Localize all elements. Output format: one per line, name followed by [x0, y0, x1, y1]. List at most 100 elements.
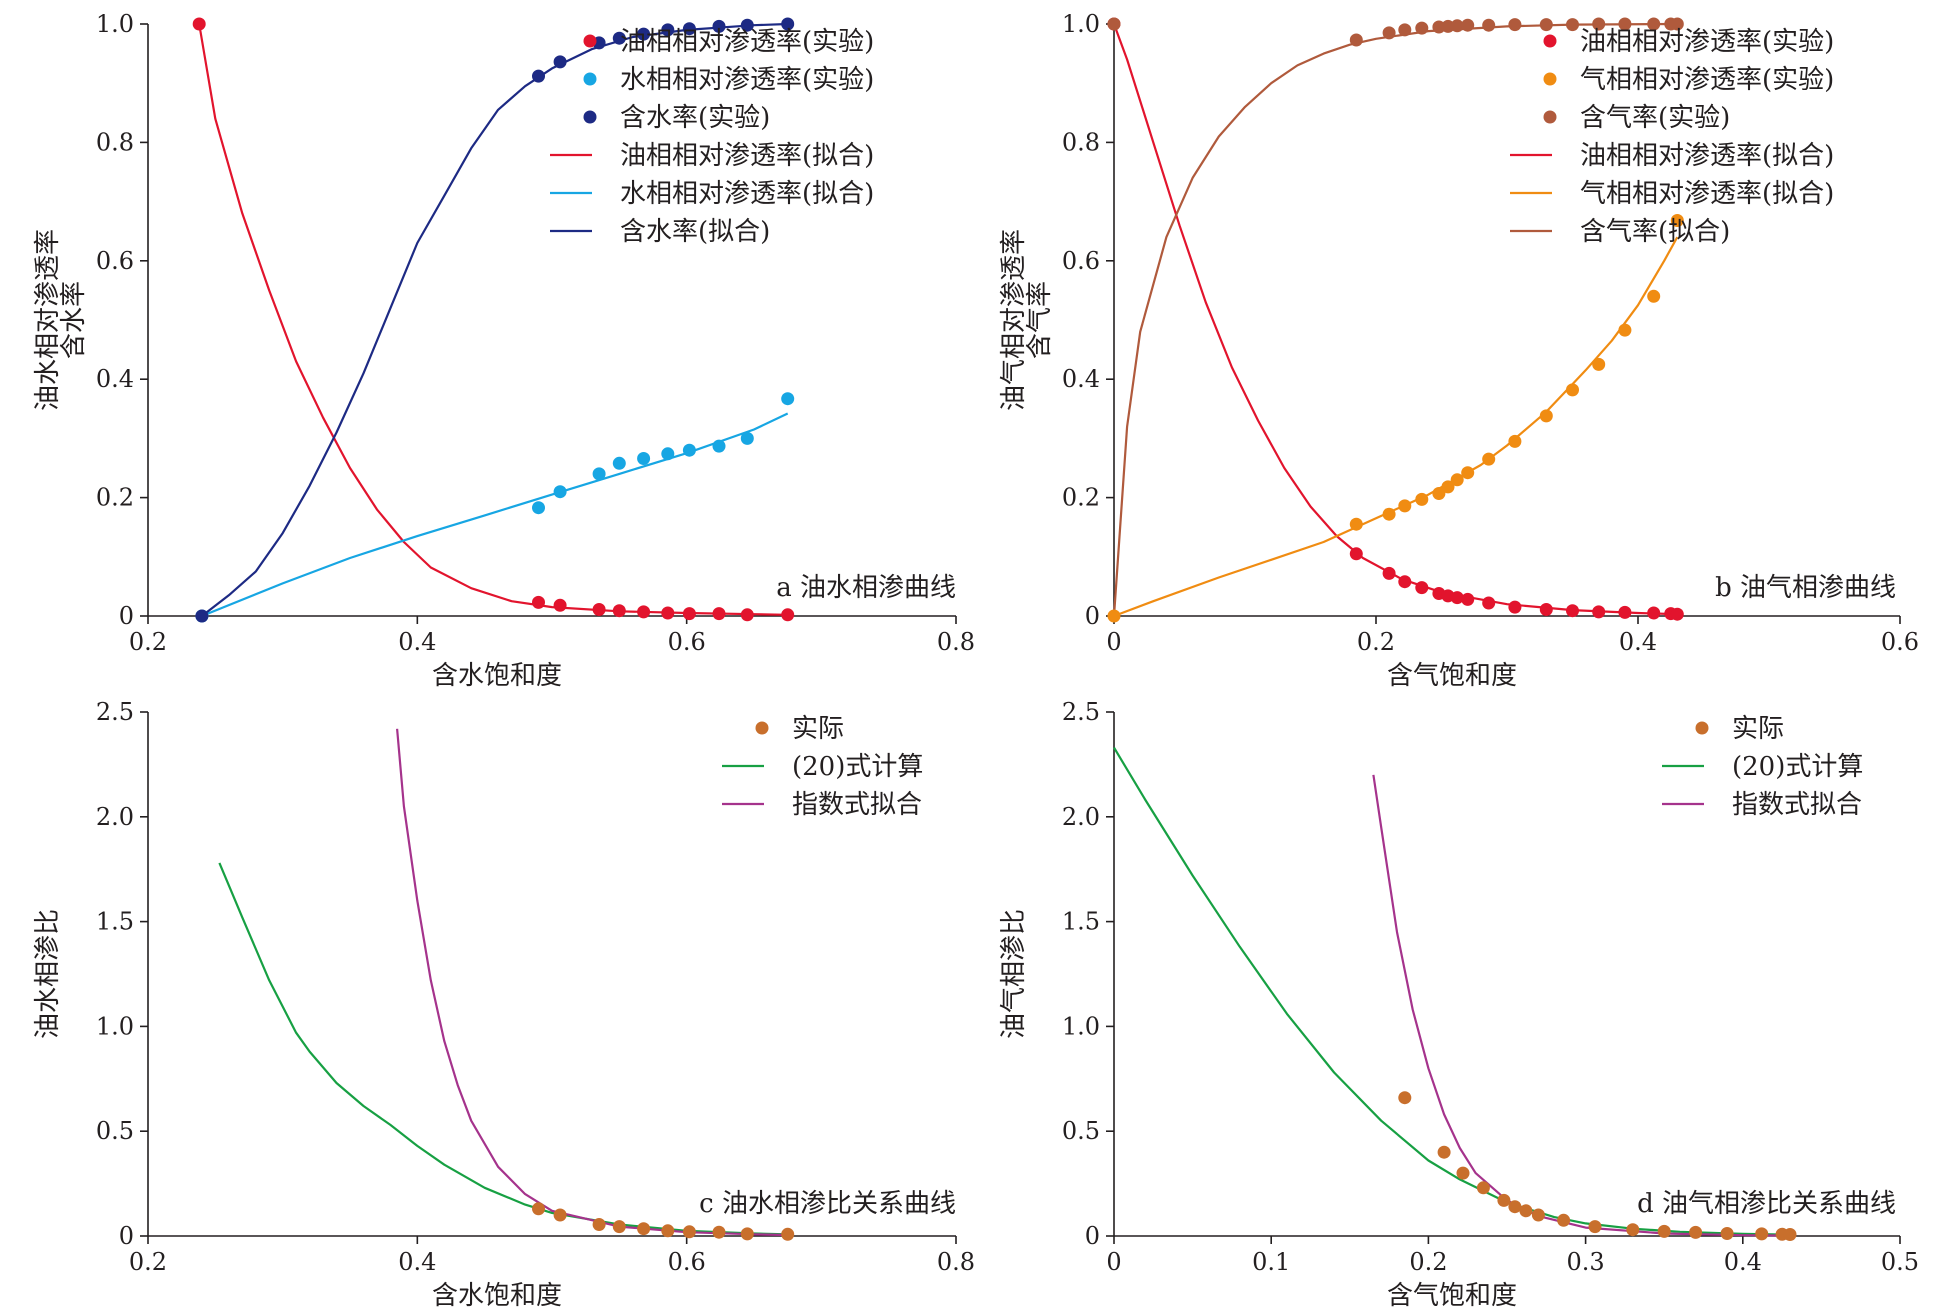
series-line	[201, 412, 789, 618]
data-point	[1557, 1213, 1571, 1227]
legend-label: 指数式拟合	[792, 790, 922, 820]
data-point	[1349, 547, 1363, 561]
x-tick-label: 0.4	[1619, 628, 1657, 656]
series-line	[201, 22, 788, 617]
x-tick-label: 0.3	[1567, 1248, 1605, 1276]
x-tick-label: 0	[1106, 628, 1121, 656]
x-tick-label: 0	[1106, 1248, 1121, 1276]
y-tick-label: 1.0	[96, 10, 134, 38]
legend-marker	[1543, 34, 1557, 48]
legend-label: (20)式计算	[1732, 752, 1863, 782]
data-point	[532, 595, 545, 609]
legend-label: 水相相对渗透率(实验)	[620, 65, 874, 95]
data-point	[1437, 1145, 1451, 1159]
chart-panel-b: 0 0.2 0.4 0.600.20.40.60.81.0含气饱和度油气相对渗透率含气…	[999, 10, 1919, 691]
series-line	[396, 728, 788, 1237]
data-point	[1531, 1208, 1545, 1222]
data-point	[1519, 1204, 1533, 1218]
y-tick-label: 0	[119, 602, 134, 630]
x-tick-label: 0.8	[937, 628, 975, 656]
data-point	[781, 608, 795, 622]
legend-label: 油相相对渗透率(拟合)	[1580, 141, 1834, 171]
data-point	[1647, 606, 1661, 620]
data-point	[532, 501, 545, 515]
y-tick-label: 2.5	[96, 698, 134, 726]
series-line	[1113, 747, 1791, 1236]
legend-label: 指数式拟合	[1732, 790, 1862, 820]
data-point	[1670, 607, 1684, 621]
data-point	[532, 69, 545, 83]
data-point	[781, 392, 795, 406]
data-point	[1720, 1227, 1734, 1240]
data-point	[1647, 289, 1661, 303]
y-tick-label: 0	[1085, 1222, 1100, 1250]
y-tick-label: 0.4	[1062, 365, 1100, 393]
data-point	[1592, 17, 1606, 31]
legend-label: 油相相对渗透率(实验)	[620, 27, 874, 57]
data-point	[1539, 409, 1553, 423]
data-point	[192, 17, 206, 31]
data-point	[1689, 1225, 1703, 1239]
data-point	[1508, 600, 1522, 614]
x-tick-label: 0.4	[398, 1248, 436, 1276]
y-axis-title: 含气率	[1025, 281, 1055, 359]
panel-caption: a 油水相渗曲线	[776, 573, 956, 603]
data-point	[1539, 603, 1553, 616]
data-point	[1450, 591, 1464, 605]
data-point	[1107, 17, 1121, 31]
y-tick-label: 0.8	[1062, 128, 1100, 156]
x-tick-label: 0.5	[1881, 1248, 1919, 1276]
data-point	[1657, 1224, 1671, 1238]
data-point	[1461, 592, 1475, 606]
x-axis-title: 含水饱和度	[432, 661, 562, 691]
y-tick-label: 0	[1085, 602, 1100, 630]
y-tick-label: 1.0	[1062, 10, 1100, 38]
data-point	[781, 1227, 795, 1241]
data-point	[1647, 17, 1661, 31]
y-tick-label: 0.4	[96, 365, 134, 393]
data-point	[612, 604, 626, 618]
data-point	[1626, 1223, 1640, 1237]
y-tick-label: 2.0	[1062, 803, 1100, 831]
data-point	[553, 485, 567, 499]
data-point	[1755, 1227, 1769, 1241]
data-point	[661, 1224, 675, 1238]
legend-label: 气相相对渗透率(实验)	[1580, 65, 1834, 95]
data-point	[637, 452, 651, 465]
data-point	[1482, 452, 1496, 466]
data-point	[1508, 1200, 1522, 1214]
data-point	[553, 598, 567, 612]
y-tick-label: 1.5	[96, 908, 134, 936]
legend-label: 实际	[1732, 714, 1784, 744]
legend-marker	[1543, 72, 1557, 86]
series-line	[1113, 236, 1679, 618]
data-point	[1497, 1193, 1511, 1207]
data-point	[740, 608, 754, 622]
legend-label: 含气率(拟合)	[1580, 217, 1730, 247]
data-point	[1592, 357, 1606, 371]
data-point	[637, 1222, 651, 1236]
x-tick-label: 0.2	[129, 1248, 167, 1276]
y-axis-title: 油气相对渗透率	[999, 229, 1029, 411]
x-tick-label: 0.2	[1357, 628, 1395, 656]
y-tick-label: 1.0	[1062, 1012, 1100, 1040]
data-point	[592, 603, 606, 616]
data-point	[1482, 596, 1496, 610]
data-point	[1441, 19, 1455, 33]
legend-marker	[583, 72, 597, 86]
data-point	[1349, 517, 1363, 531]
series-line	[218, 862, 788, 1236]
data-point	[1107, 609, 1121, 623]
x-tick-label: 0.1	[1252, 1248, 1290, 1276]
data-point	[1415, 581, 1429, 595]
data-point	[740, 18, 754, 32]
data-point	[592, 467, 606, 481]
x-tick-label: 0.2	[129, 628, 167, 656]
x-tick-label: 0.6	[1881, 628, 1919, 656]
y-tick-label: 1.0	[96, 1012, 134, 1040]
x-axis-title: 含水饱和度	[432, 1281, 562, 1311]
data-point	[1618, 323, 1632, 337]
legend-label: 含水率(拟合)	[620, 217, 770, 247]
chart-panel-d: 0 0.1 0.2 0.3 0.4 0.5 0 0.5 1.0 1.5 2.0 2.5 含气饱和度 油气相…	[999, 698, 1919, 1311]
